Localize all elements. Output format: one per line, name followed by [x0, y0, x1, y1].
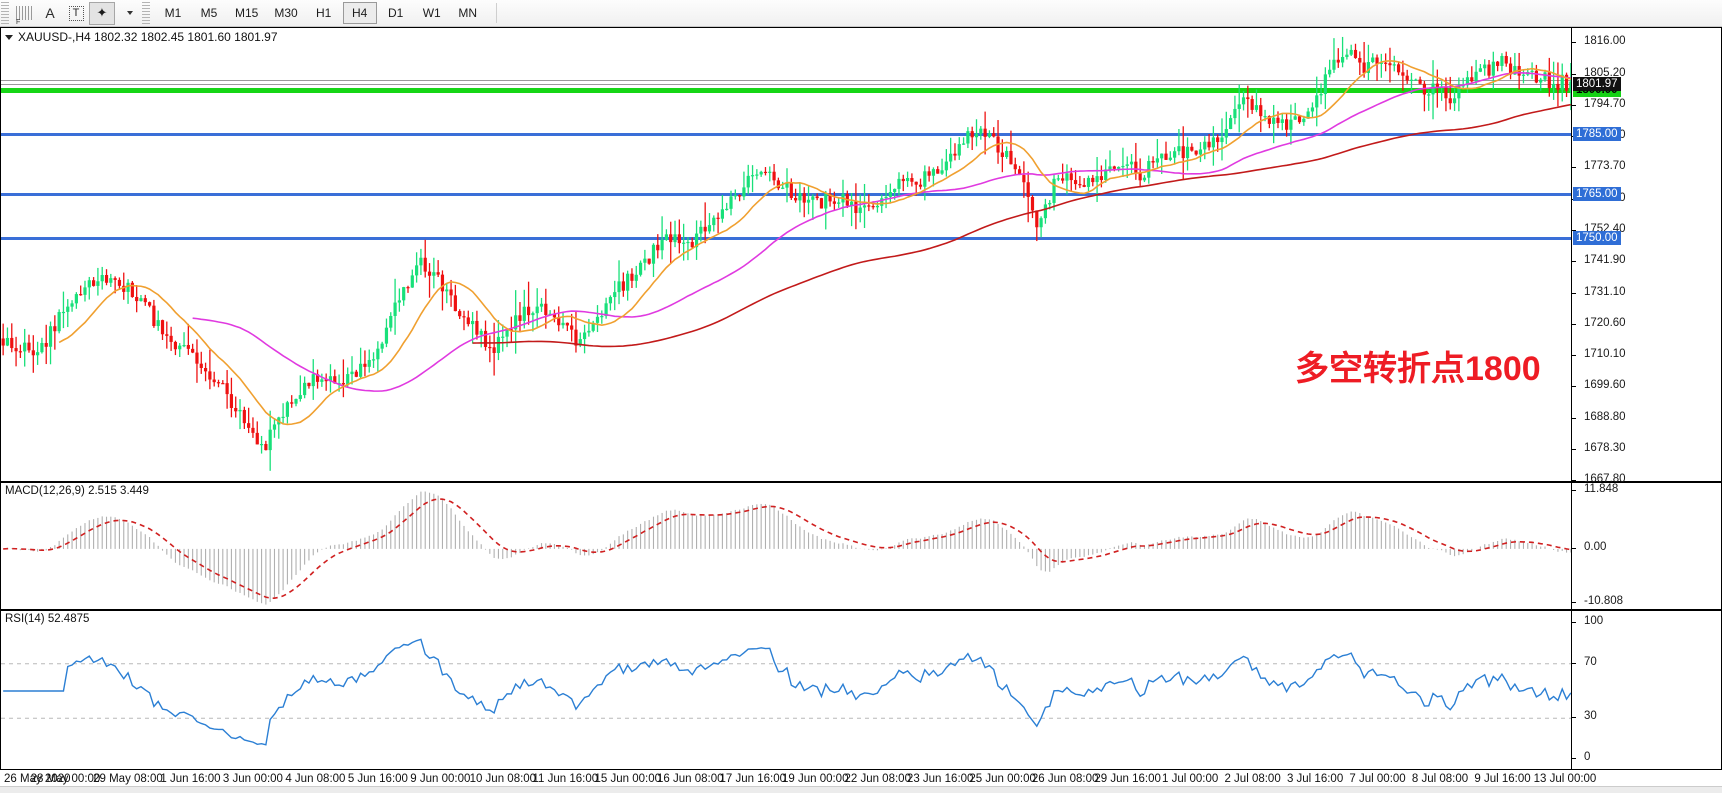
time-axis-label: 8 Jul 08:00 — [1411, 773, 1469, 785]
toolbar: A T ✦ M1 M5 M15 M30 H1 H4 D1 W1 MN — [0, 0, 1722, 27]
time-axis-label: 29 Jun 16:00 — [1094, 773, 1161, 785]
timeframe-group: M1 M5 M15 M30 H1 H4 D1 W1 MN — [155, 2, 486, 24]
grid-f-icon[interactable] — [11, 2, 37, 26]
timeframe-w1[interactable]: W1 — [422, 6, 441, 20]
toolbar-grip-2[interactable] — [142, 2, 150, 24]
time-axis-label: 28 May 00:00 — [30, 773, 101, 785]
time-axis-label: 2 Jul 08:00 — [1224, 773, 1281, 785]
timeframe-h4[interactable]: H4 — [342, 2, 377, 24]
time-axis-label: 1 Jul 00:00 — [1161, 773, 1219, 785]
time-axis-label: 3 Jul 16:00 — [1286, 773, 1344, 785]
timeframe-m1[interactable]: M1 — [164, 6, 182, 20]
time-axis-label: 25 Jun 00:00 — [969, 773, 1036, 785]
time-axis-label: 13 Jul 00:00 — [1533, 773, 1597, 785]
time-axis-label: 11 Jun 16:00 — [532, 773, 599, 785]
current-price-line-0 — [1, 80, 1571, 82]
time-axis-label: 22 Jun 08:00 — [844, 773, 911, 785]
current-price-line-1 — [1, 84, 1571, 86]
time-axis-label: 17 Jun 16:00 — [719, 773, 787, 785]
time-axis-label: 7 Jul 00:00 — [1349, 773, 1406, 785]
text-A-icon[interactable]: A — [45, 5, 55, 21]
time-axis-label: 1 Jun 16:00 — [160, 773, 221, 785]
price-tag-1765.00: 1765.00 — [1573, 186, 1621, 201]
toolbar-separator — [495, 3, 497, 23]
toolbar-grip-1[interactable] — [1, 2, 9, 24]
status-bar — [0, 786, 1722, 793]
macd-axis: 11.848 0.00 -10.808 — [1571, 483, 1721, 609]
chart-annotation-text: 多空转折点1800 — [1295, 350, 1541, 388]
blue-level-1785[interactable] — [1, 133, 1571, 137]
macd-series — [1, 483, 1571, 609]
objects-icon[interactable]: ✦ — [89, 1, 115, 25]
candlestick-series — [1, 28, 1571, 481]
time-axis-label: 23 Jun 16:00 — [906, 773, 974, 785]
time-axis-label: 10 Jun 08:00 — [469, 773, 537, 785]
dropdown-arrow-icon[interactable] — [115, 2, 141, 25]
timeframe-m15[interactable]: M15 — [235, 6, 259, 20]
rsi-axis: 100 70 30 0 — [1571, 611, 1721, 769]
price-tag-1750.00: 1750.00 — [1573, 230, 1621, 245]
symbol-label-text: XAUUSD-,H4 1802.32 1802.45 1801.60 1801.… — [18, 30, 278, 44]
time-axis-label: 19 Jun 00:00 — [781, 773, 849, 785]
blue-level-1765[interactable] — [1, 192, 1571, 196]
macd-label: MACD(12,26,9) 2.515 3.449 — [5, 485, 149, 497]
time-axis-label: 16 Jun 08:00 — [657, 773, 724, 785]
rsi-label: RSI(14) 52.4875 — [5, 613, 90, 625]
time-axis-label: 15 Jun 00:00 — [594, 773, 662, 785]
rsi-panel[interactable]: RSI(14) 52.4875 100 70 30 0 — [0, 610, 1722, 770]
price-chart-panel[interactable]: XAUUSD-,H4 1802.32 1802.45 1801.60 1801.… — [0, 27, 1722, 485]
text-label-icon[interactable]: T — [63, 2, 89, 25]
timeframe-h1[interactable]: H1 — [316, 6, 332, 20]
macd-plot-area[interactable] — [1, 483, 1571, 609]
time-axis-label: 5 Jun 16:00 — [347, 773, 408, 785]
time-axis-label: 3 Jun 00:00 — [222, 773, 283, 785]
time-axis-label: 26 Jun 08:00 — [1031, 773, 1099, 785]
green-level-1800[interactable] — [1, 88, 1571, 94]
rsi-series — [1, 611, 1571, 769]
time-axis-label: 4 Jun 08:00 — [285, 773, 346, 785]
time-axis-label: 9 Jul 16:00 — [1474, 773, 1531, 785]
time-axis-label: 29 May 08:00 — [93, 773, 163, 785]
symbol-label: XAUUSD-,H4 1802.32 1802.45 1801.60 1801.… — [5, 30, 278, 44]
timeframe-m5[interactable]: M5 — [200, 6, 218, 20]
price-tag-1785.00: 1785.00 — [1573, 127, 1621, 142]
timeframe-mn[interactable]: MN — [458, 6, 478, 20]
rsi-plot-area[interactable] — [1, 611, 1571, 769]
price-plot-area[interactable] — [1, 28, 1571, 481]
time-axis-label: 26 May 2020 — [4, 773, 71, 785]
timeframe-d1[interactable]: D1 — [388, 6, 404, 20]
blue-level-1750[interactable] — [1, 236, 1571, 240]
chevron-down-icon[interactable] — [5, 34, 13, 40]
price-tag-1801.97: 1801.97 — [1573, 77, 1621, 92]
timeframe-m30[interactable]: M30 — [274, 6, 298, 20]
price-axis[interactable]: 1816.001805.201794.701784.201773.701762.… — [1571, 28, 1721, 485]
macd-panel[interactable]: MACD(12,26,9) 2.515 3.449 11.848 0.00 -10.… — [0, 482, 1722, 610]
time-axis-label: 9 Jun 00:00 — [410, 773, 471, 785]
